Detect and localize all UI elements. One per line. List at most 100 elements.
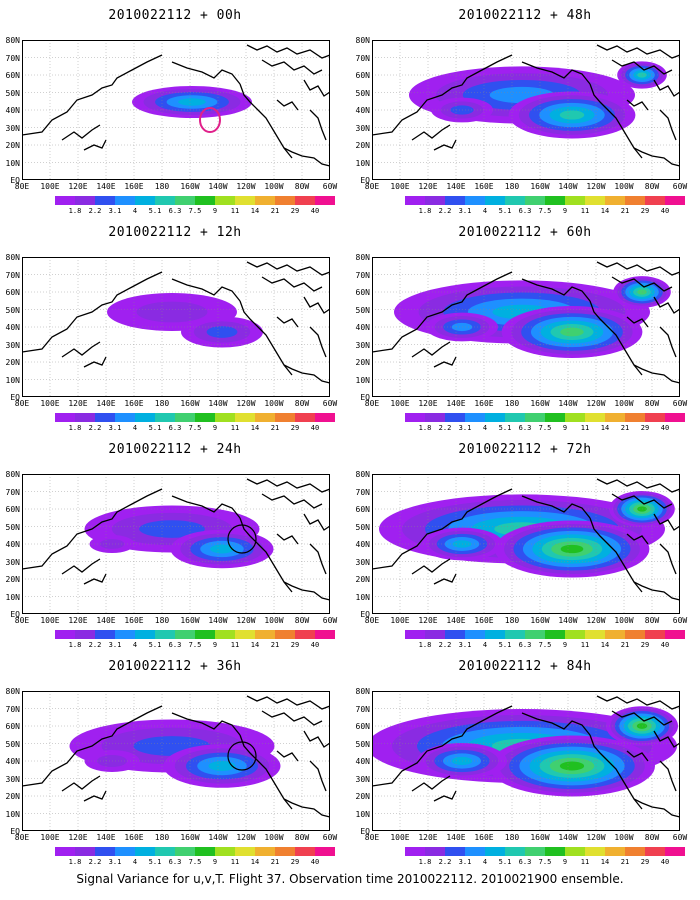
observation-marker xyxy=(227,741,257,771)
lon-label: 100E xyxy=(390,182,410,191)
lon-label: 120E xyxy=(68,833,88,842)
map-svg xyxy=(22,257,330,397)
colorbar-swatch xyxy=(465,630,485,639)
lon-label: 60W xyxy=(672,182,688,191)
colorbar-label: 5.1 xyxy=(498,641,512,649)
map-frame xyxy=(22,257,330,397)
lon-label: 120W xyxy=(586,399,606,408)
lat-label: 60N xyxy=(355,722,370,731)
map-frame xyxy=(372,474,680,614)
coastline xyxy=(411,558,451,575)
colorbar-label: 7.5 xyxy=(188,424,202,432)
colorbar-label: 11 xyxy=(230,858,240,866)
coastline xyxy=(521,278,591,302)
lon-label: 80W xyxy=(294,616,310,625)
coastline xyxy=(61,341,101,358)
lon-label: 60W xyxy=(672,833,688,842)
colorbar-swatch xyxy=(195,630,215,639)
coastline xyxy=(309,760,327,792)
colorbar-label: 11 xyxy=(230,641,240,649)
variance-contour xyxy=(559,110,585,120)
lat-label: EQ xyxy=(10,827,20,836)
lon-label: 160E xyxy=(474,399,494,408)
colorbar-label: 6.3 xyxy=(168,424,182,432)
coastline xyxy=(589,517,643,593)
map-plot xyxy=(372,40,680,180)
colorbar-label: 4 xyxy=(132,641,138,649)
colorbar-swatch xyxy=(565,413,585,422)
lat-label: 30N xyxy=(5,123,20,133)
colorbar-swatch xyxy=(445,630,465,639)
map-panel: 2010022112 + 24h 80N 70N 60N 50N 40N 30N 20N 10N… xyxy=(0,434,350,654)
coastline xyxy=(283,147,330,167)
lon-label: 180 xyxy=(154,616,170,625)
colorbar-swatch xyxy=(425,630,445,639)
lat-label: 30N xyxy=(5,557,20,567)
colorbar-swatch xyxy=(665,196,685,205)
lon-label: 80W xyxy=(294,399,310,408)
lon-label: 80W xyxy=(294,833,310,842)
lon-label: 140E xyxy=(96,399,116,408)
coastline xyxy=(626,99,649,111)
map-plot xyxy=(372,691,680,831)
colorbar xyxy=(405,413,685,422)
lat-label: 40N xyxy=(355,540,370,549)
lon-label: 80W xyxy=(294,182,310,191)
coastline xyxy=(246,478,330,493)
coastline xyxy=(261,710,323,726)
colorbar-label: 5.1 xyxy=(498,858,512,866)
colorbar-swatch xyxy=(665,413,685,422)
colorbar-label: 3.1 xyxy=(458,858,472,866)
coastline xyxy=(246,261,330,276)
colorbar-swatch xyxy=(525,413,545,422)
lat-label: 50N xyxy=(355,739,370,749)
colorbar-label: 9 xyxy=(562,424,568,432)
colorbar-label: 9 xyxy=(562,207,568,215)
map-plot xyxy=(22,257,330,397)
lat-label: EQ xyxy=(360,393,370,402)
lat-label: 30N xyxy=(5,774,20,784)
coastline xyxy=(521,495,591,519)
lon-label: 60W xyxy=(672,616,688,625)
lat-label: 40N xyxy=(5,323,20,332)
colorbar-swatch xyxy=(295,196,315,205)
coastline xyxy=(239,300,293,376)
lat-label: 60N xyxy=(355,71,370,80)
lat-label: 10N xyxy=(355,158,370,168)
coastline xyxy=(22,271,163,353)
colorbar-label: 14 xyxy=(250,207,260,215)
coastline xyxy=(283,581,330,601)
colorbar-swatch xyxy=(565,196,585,205)
colorbar-swatch xyxy=(215,196,235,205)
coastline xyxy=(171,495,241,519)
colorbar-swatch xyxy=(445,413,465,422)
lon-label: 60W xyxy=(322,399,338,408)
lon-label: 160W xyxy=(180,399,200,408)
colorbar-swatch xyxy=(585,413,605,422)
coastline xyxy=(246,695,330,710)
coastline xyxy=(626,533,649,545)
colorbar-swatch xyxy=(255,630,275,639)
observation-marker xyxy=(227,524,257,554)
colorbar-swatch xyxy=(565,847,585,856)
lon-label: 160W xyxy=(530,399,550,408)
lat-label: 40N xyxy=(5,106,20,115)
coastline xyxy=(659,326,677,358)
colorbar-swatch xyxy=(155,847,175,856)
colorbar-label: 3.1 xyxy=(458,207,472,215)
coastline xyxy=(589,734,643,810)
lon-label: 160W xyxy=(180,833,200,842)
colorbar-swatch xyxy=(315,196,335,205)
lat-label: 70N xyxy=(5,704,20,714)
colorbar-swatch xyxy=(175,196,195,205)
coastline xyxy=(653,79,680,97)
coastline xyxy=(261,59,323,75)
colorbar-swatch xyxy=(95,630,115,639)
lon-label: 180 xyxy=(154,182,170,191)
colorbar-label: 21 xyxy=(620,641,630,649)
colorbar-swatch xyxy=(605,630,625,639)
lat-label: 60N xyxy=(355,505,370,514)
colorbar-swatch xyxy=(55,413,75,422)
coastline xyxy=(246,44,330,59)
colorbar-label: 9 xyxy=(212,424,218,432)
